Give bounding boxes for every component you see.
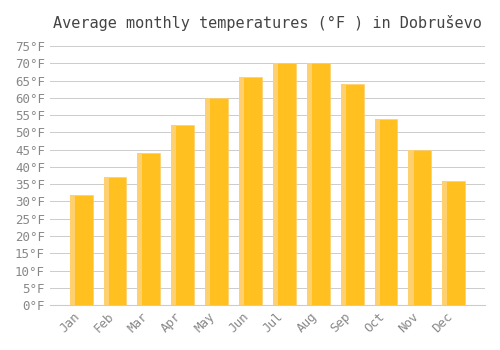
Bar: [276, 63, 296, 305]
Bar: [239, 77, 244, 305]
Bar: [138, 153, 142, 305]
Bar: [411, 150, 432, 305]
Bar: [310, 63, 330, 305]
Bar: [205, 98, 210, 305]
Bar: [106, 177, 126, 305]
Bar: [445, 181, 465, 305]
Title: Average monthly temperatures (°F ) in Dobruševo: Average monthly temperatures (°F ) in Do…: [53, 15, 482, 31]
Bar: [343, 84, 363, 305]
Bar: [340, 84, 346, 305]
Bar: [442, 181, 448, 305]
Bar: [307, 63, 312, 305]
Bar: [104, 177, 108, 305]
Bar: [72, 195, 92, 305]
Bar: [140, 153, 160, 305]
Bar: [374, 119, 380, 305]
Bar: [208, 98, 228, 305]
Bar: [408, 150, 414, 305]
Bar: [174, 125, 194, 305]
Bar: [70, 195, 74, 305]
Bar: [377, 119, 398, 305]
Bar: [172, 125, 176, 305]
Bar: [242, 77, 262, 305]
Bar: [273, 63, 278, 305]
